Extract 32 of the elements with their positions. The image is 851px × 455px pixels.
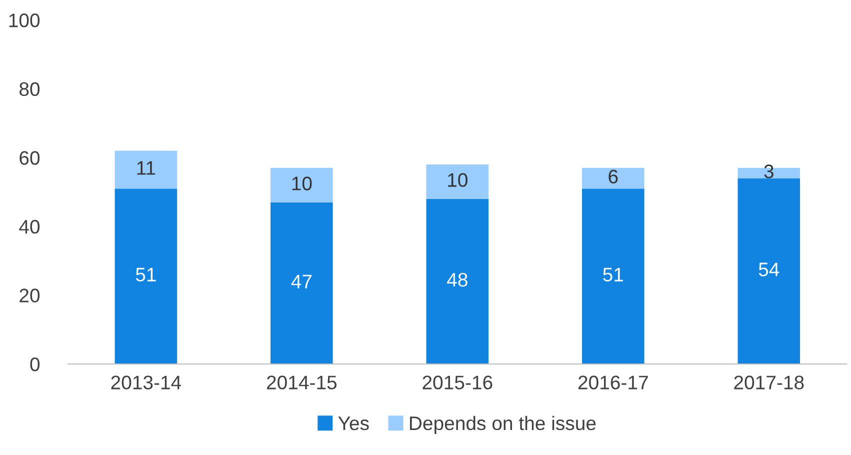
data-label: 51 — [136, 268, 156, 282]
bar — [426, 198, 489, 364]
y-tick-label: 20 — [20, 288, 40, 302]
data-label: 11 — [137, 161, 156, 175]
data-label: 47 — [291, 274, 312, 288]
data-label: 3 — [764, 164, 774, 178]
bar — [582, 188, 644, 364]
legend-label: Yes — [338, 416, 369, 430]
y-tick-label: 60 — [20, 151, 40, 165]
x-tick-label: 2017-18 — [734, 376, 804, 390]
data-label: 48 — [447, 272, 468, 287]
data-label: 54 — [758, 262, 780, 276]
y-tick-label: 80 — [20, 82, 40, 96]
y-tick-label: 100 — [9, 13, 40, 28]
bar — [270, 202, 333, 364]
y-tick-label: 40 — [19, 220, 40, 234]
bar — [738, 178, 800, 364]
data-label: 6 — [608, 170, 618, 184]
data-label: 51 — [603, 268, 624, 282]
data-label: 10 — [292, 176, 312, 190]
x-tick-label: 2016-17 — [578, 376, 648, 390]
bar — [114, 188, 178, 364]
bar — [426, 164, 489, 199]
bar — [114, 150, 178, 189]
x-tick-label: 2014-15 — [266, 376, 337, 390]
bar — [270, 168, 333, 202]
bar — [582, 168, 644, 189]
x-tick-label: 2015-16 — [422, 376, 492, 390]
data-label: 10 — [448, 173, 468, 187]
y-tick-label: 0 — [30, 357, 40, 372]
x-tick-label: 2013-14 — [111, 376, 182, 390]
legend-label: Depends on the issue — [410, 416, 596, 434]
